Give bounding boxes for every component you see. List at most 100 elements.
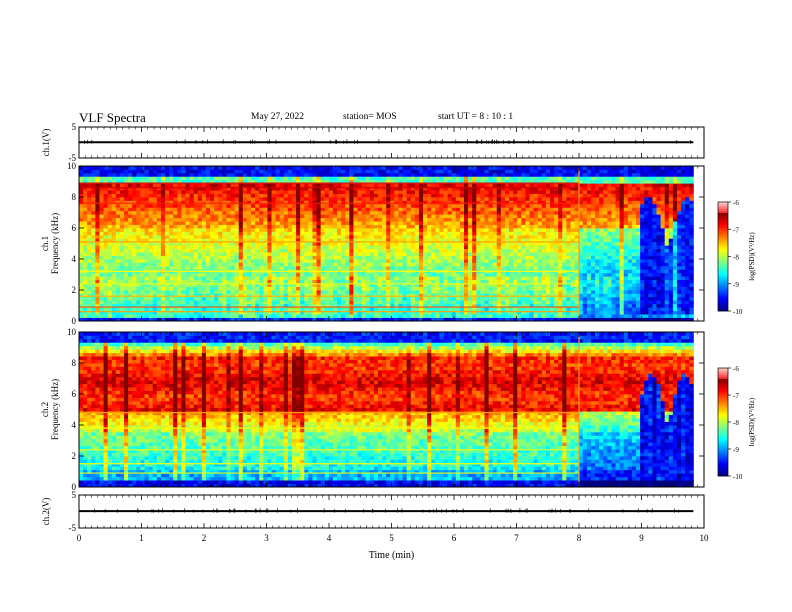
- spectrogram-cell: [132, 245, 137, 250]
- spectrogram-cell: [443, 207, 449, 212]
- spectrogram-cell: [361, 314, 367, 318]
- spectrogram-cell: [287, 300, 293, 305]
- spectrogram-cell: [132, 214, 137, 219]
- spectrogram-cell: [189, 290, 195, 294]
- spectrogram-cell: [185, 179, 190, 184]
- spectrogram-cell: [414, 272, 420, 277]
- spectrogram-cell: [447, 296, 453, 301]
- spectrogram-cell: [353, 283, 358, 287]
- spectrogram-cell: [156, 248, 162, 253]
- spectrogram-cell: [226, 179, 231, 184]
- spectrogram-cell: [300, 203, 305, 208]
- spectrogram-cell: [386, 252, 391, 256]
- spectrogram-cell: [439, 217, 444, 222]
- spectrogram-cell: [185, 200, 190, 205]
- spectrogram-cell: [259, 217, 264, 222]
- spectrogram-cell: [324, 310, 330, 315]
- spectrogram-cell: [193, 234, 199, 239]
- spectrogram-cell: [476, 303, 481, 308]
- spectrogram-cell: [451, 234, 457, 239]
- spectrogram-cell: [103, 293, 109, 298]
- spectrogram-cell: [337, 210, 342, 215]
- spectrogram-cell: [361, 217, 367, 222]
- spectrogram-cell: [390, 293, 395, 298]
- spectrogram-cell: [267, 255, 272, 260]
- spectrogram-cell: [300, 241, 305, 246]
- spectrogram-cell: [238, 286, 244, 291]
- spectrogram-cell: [423, 238, 428, 243]
- spectrogram-cell: [324, 231, 330, 236]
- spectrogram-cell: [468, 200, 473, 205]
- spectrogram-cell: [353, 210, 358, 215]
- spectrogram-cell: [181, 241, 186, 246]
- spectrogram-cell: [242, 303, 248, 308]
- spectrogram-cell: [156, 276, 162, 281]
- spectrogram-cell: [181, 214, 186, 219]
- spectrogram-cell: [472, 255, 477, 260]
- spectrogram-cell: [296, 214, 301, 219]
- spectrogram-cell: [259, 272, 264, 277]
- spectrogram-cell: [410, 290, 416, 294]
- spectrogram-cell: [214, 293, 219, 298]
- spectrogram-cell: [455, 293, 461, 298]
- spectrogram-cell: [468, 317, 473, 322]
- spectrogram-cell: [218, 262, 223, 267]
- spectrogram-cell: [386, 228, 391, 232]
- spectrogram-cell: [312, 283, 317, 287]
- spectrogram-cell: [87, 183, 92, 188]
- spectrogram-cell: [193, 169, 199, 174]
- spectrogram-cell: [201, 190, 207, 194]
- spectrogram-cell: [349, 303, 354, 308]
- spectrogram-cell: [83, 293, 88, 298]
- spectrogram-cell: [468, 290, 473, 294]
- spectrogram-cell: [91, 186, 96, 191]
- spectrogram-cell: [341, 190, 346, 194]
- spectrogram-cell: [279, 166, 285, 170]
- spectrogram-cell: [107, 210, 113, 215]
- spectrogram-cell: [443, 169, 449, 174]
- spectrogram-cell: [365, 293, 371, 298]
- spectrogram-cell: [365, 210, 371, 215]
- spectrogram-cell: [238, 276, 244, 281]
- spectrogram-cell: [140, 176, 145, 181]
- spectrogram-cell: [349, 193, 354, 198]
- spectrogram-cell: [271, 228, 276, 232]
- spectrogram-cell: [230, 169, 236, 174]
- spectrogram-cell: [464, 245, 469, 250]
- spectrogram-cell: [435, 272, 440, 277]
- spectrogram-cell: [316, 231, 322, 236]
- spectrogram-cell: [181, 293, 186, 298]
- spectrogram-cell: [386, 303, 391, 308]
- spectrogram-cell: [337, 286, 342, 291]
- spectrogram-cell: [259, 296, 264, 301]
- spectrogram-cell: [337, 259, 342, 263]
- spectrogram-cell: [214, 179, 219, 184]
- spectrogram-cell: [181, 166, 186, 170]
- spectrogram-cell: [423, 286, 428, 291]
- spectrogram-cell: [320, 197, 326, 201]
- spectrogram-cell: [337, 234, 342, 239]
- spectrogram-cell: [255, 317, 260, 322]
- spectrogram-cell: [296, 290, 301, 294]
- spectrogram-cell: [111, 307, 117, 312]
- spectrogram-cell: [439, 183, 444, 188]
- spectrogram-cell: [251, 166, 256, 170]
- spectrogram-cell: [79, 307, 84, 312]
- spectrogram-cell: [214, 214, 219, 219]
- spectrogram-cell: [435, 207, 440, 212]
- spectrogram-cell: [152, 279, 158, 284]
- spectrogram-cell: [128, 207, 133, 212]
- spectrogram-cell: [390, 221, 395, 225]
- spectrogram-cell: [337, 224, 342, 229]
- spectrogram-cell: [378, 183, 383, 188]
- spectrogram-cell: [378, 241, 383, 246]
- spectrogram-cell: [140, 172, 145, 177]
- spectrogram-cell: [373, 290, 379, 294]
- spectrogram-cell: [160, 228, 166, 232]
- spectrogram-cell: [189, 200, 195, 205]
- spectrogram-cell: [148, 286, 154, 291]
- spectrogram-cell: [148, 259, 154, 263]
- spectrogram-cell: [103, 179, 109, 184]
- spectrogram-cell: [300, 296, 305, 301]
- spectrogram-cell: [205, 234, 211, 239]
